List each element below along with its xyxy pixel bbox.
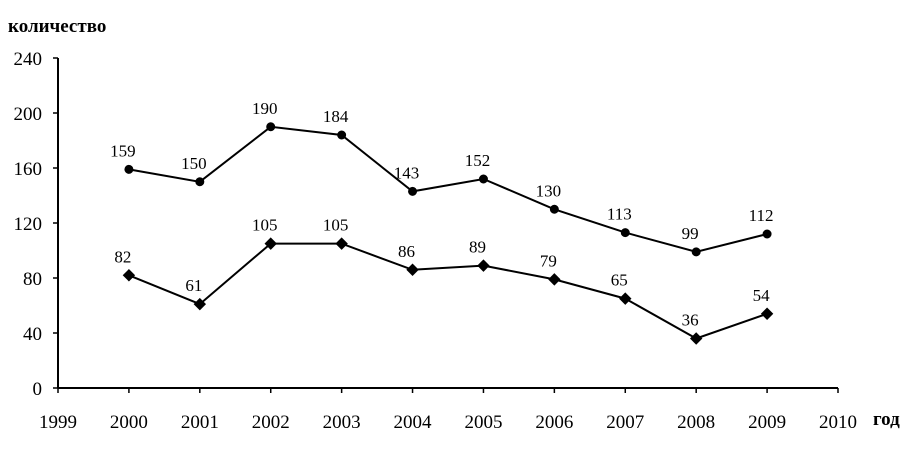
series-1-data-label: 150 — [181, 154, 207, 173]
series-1-point — [762, 229, 772, 239]
series-1-line — [128, 125, 768, 253]
x-tick-label: 2010 — [819, 412, 857, 433]
series-2-data-label: 36 — [682, 311, 699, 330]
x-tick-label: 2001 — [181, 412, 219, 433]
series-2-point — [264, 237, 277, 250]
series-2-data-label: 79 — [540, 251, 557, 270]
series-1-data-label: 130 — [536, 181, 562, 200]
axis-ticks: 0 40 80 120 160 200 240 1999 2000 2001 2002 2003 200… — [14, 49, 858, 433]
series-1-point — [620, 228, 630, 238]
series-1-data-label: 184 — [323, 107, 349, 126]
x-tick-label: 2004 — [394, 412, 433, 433]
series-1-point — [691, 247, 701, 257]
series-2-point — [122, 269, 136, 282]
series-2-line — [128, 242, 768, 340]
y-tick-label: 80 — [23, 269, 42, 290]
series-1-data-label: 190 — [252, 99, 278, 118]
axes — [57, 58, 838, 389]
series-2-data-label: 54 — [753, 286, 771, 305]
series-1-point — [549, 204, 559, 214]
x-tick-label: 2006 — [535, 412, 573, 433]
x-tick-label: 2002 — [252, 412, 290, 433]
series-2-data-label: 82 — [114, 247, 131, 266]
series-2-point — [548, 273, 561, 286]
x-tick-label: 2007 — [606, 412, 644, 433]
x-axis-title: год — [873, 409, 900, 430]
series-2-point — [760, 307, 774, 320]
series-2-data-label: 61 — [185, 276, 202, 295]
series-1-point — [478, 174, 488, 184]
series-1-data-label: 152 — [465, 151, 491, 170]
x-tick-label: 2003 — [323, 412, 361, 433]
x-tick-label: 2009 — [748, 412, 786, 433]
series-1-point — [124, 164, 134, 174]
x-tick-label: 2000 — [110, 412, 148, 433]
x-tick-label: 1999 — [39, 412, 77, 433]
series-1-data-label: 99 — [682, 224, 699, 243]
series-2-point — [406, 263, 419, 276]
series-2-point — [477, 259, 490, 272]
series-1-point — [266, 122, 276, 132]
series-1-point — [195, 177, 205, 187]
series-2-point — [193, 297, 207, 311]
series-2-data-label: 89 — [469, 238, 486, 257]
y-tick-label: 120 — [14, 214, 43, 235]
series-1-data-label: 113 — [607, 205, 632, 224]
series-1-data-label: 112 — [749, 206, 774, 225]
series-2-data-label: 86 — [398, 242, 415, 261]
series-2-point — [689, 332, 703, 345]
data-labels: 159 150 190 184 143 152 130 113 99 112 82 61 105 105 8… — [110, 99, 773, 330]
series-1-data-label: 159 — [110, 141, 136, 160]
x-tick-label: 2008 — [677, 412, 715, 433]
series-1-data-label: 143 — [394, 163, 420, 182]
x-tick-label: 2005 — [464, 412, 502, 433]
series-layer — [122, 122, 774, 345]
series-1-point — [408, 186, 418, 196]
y-tick-label: 240 — [14, 49, 43, 70]
y-tick-label: 0 — [33, 379, 43, 400]
series-1-point — [337, 130, 347, 140]
series-2-data-label: 65 — [611, 271, 628, 290]
y-tick-label: 40 — [23, 324, 42, 345]
series-2-data-label: 105 — [252, 216, 278, 235]
y-tick-label: 160 — [14, 159, 43, 180]
series-2-point — [619, 292, 632, 305]
y-axis-title: количество — [8, 16, 106, 37]
series-2-point — [335, 237, 348, 250]
y-tick-label: 200 — [14, 104, 43, 125]
series-2-data-label: 105 — [323, 216, 349, 235]
